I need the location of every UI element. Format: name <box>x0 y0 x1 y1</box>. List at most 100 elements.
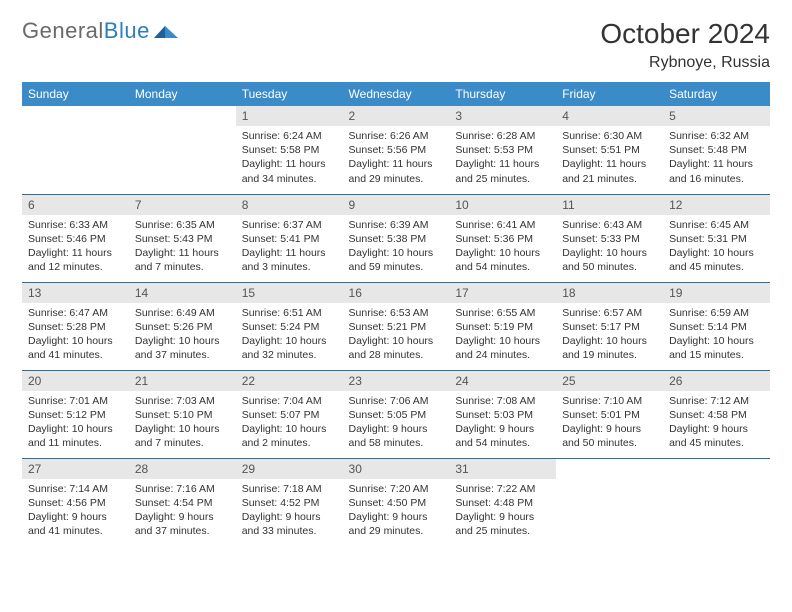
day-body: Sunrise: 6:35 AMSunset: 5:43 PMDaylight:… <box>129 215 236 280</box>
daylight-text-2: and 28 minutes. <box>349 348 444 362</box>
calendar-day-cell: 26Sunrise: 7:12 AMSunset: 4:58 PMDayligh… <box>663 370 770 458</box>
calendar-day-cell: 9Sunrise: 6:39 AMSunset: 5:38 PMDaylight… <box>343 194 450 282</box>
weekday-header: Sunday <box>22 82 129 106</box>
sunset-text: Sunset: 4:48 PM <box>455 496 550 510</box>
title-block: October 2024 Rybnoye, Russia <box>600 18 770 72</box>
sunrise-text: Sunrise: 6:26 AM <box>349 129 444 143</box>
daylight-text-1: Daylight: 10 hours <box>28 422 123 436</box>
daylight-text-1: Daylight: 10 hours <box>455 334 550 348</box>
daylight-text-2: and 33 minutes. <box>242 524 337 538</box>
sunset-text: Sunset: 5:24 PM <box>242 320 337 334</box>
sunrise-text: Sunrise: 6:55 AM <box>455 306 550 320</box>
day-number: 23 <box>343 371 450 391</box>
sunrise-text: Sunrise: 6:30 AM <box>562 129 657 143</box>
day-body: Sunrise: 7:18 AMSunset: 4:52 PMDaylight:… <box>236 479 343 544</box>
sunrise-text: Sunrise: 7:06 AM <box>349 394 444 408</box>
calendar-day-cell: .. <box>129 106 236 194</box>
day-body: Sunrise: 7:10 AMSunset: 5:01 PMDaylight:… <box>556 391 663 456</box>
sunset-text: Sunset: 5:26 PM <box>135 320 230 334</box>
day-number: 26 <box>663 371 770 391</box>
daylight-text-1: Daylight: 9 hours <box>562 422 657 436</box>
day-body: Sunrise: 6:43 AMSunset: 5:33 PMDaylight:… <box>556 215 663 280</box>
sunrise-text: Sunrise: 6:51 AM <box>242 306 337 320</box>
sunset-text: Sunset: 5:43 PM <box>135 232 230 246</box>
sunset-text: Sunset: 5:01 PM <box>562 408 657 422</box>
daylight-text-1: Daylight: 10 hours <box>349 246 444 260</box>
weekday-header: Thursday <box>449 82 556 106</box>
daylight-text-2: and 45 minutes. <box>669 436 764 450</box>
daylight-text-2: and 12 minutes. <box>28 260 123 274</box>
day-number: 2 <box>343 106 450 126</box>
day-body: Sunrise: 6:45 AMSunset: 5:31 PMDaylight:… <box>663 215 770 280</box>
sunrise-text: Sunrise: 6:49 AM <box>135 306 230 320</box>
calendar-week-row: 20Sunrise: 7:01 AMSunset: 5:12 PMDayligh… <box>22 370 770 458</box>
day-number: 1 <box>236 106 343 126</box>
calendar-header-row: SundayMondayTuesdayWednesdayThursdayFrid… <box>22 82 770 106</box>
sunrise-text: Sunrise: 6:47 AM <box>28 306 123 320</box>
daylight-text-1: Daylight: 11 hours <box>562 157 657 171</box>
daylight-text-2: and 50 minutes. <box>562 260 657 274</box>
daylight-text-1: Daylight: 10 hours <box>669 334 764 348</box>
day-number: 18 <box>556 283 663 303</box>
calendar-day-cell: 27Sunrise: 7:14 AMSunset: 4:56 PMDayligh… <box>22 458 129 546</box>
daylight-text-1: Daylight: 9 hours <box>455 510 550 524</box>
daylight-text-1: Daylight: 9 hours <box>349 510 444 524</box>
day-number: 12 <box>663 195 770 215</box>
calendar-week-row: 27Sunrise: 7:14 AMSunset: 4:56 PMDayligh… <box>22 458 770 546</box>
daylight-text-2: and 37 minutes. <box>135 348 230 362</box>
calendar-day-cell: 11Sunrise: 6:43 AMSunset: 5:33 PMDayligh… <box>556 194 663 282</box>
sunrise-text: Sunrise: 7:18 AM <box>242 482 337 496</box>
day-body: Sunrise: 6:57 AMSunset: 5:17 PMDaylight:… <box>556 303 663 368</box>
daylight-text-1: Daylight: 9 hours <box>455 422 550 436</box>
sunrise-text: Sunrise: 7:08 AM <box>455 394 550 408</box>
weekday-header: Monday <box>129 82 236 106</box>
day-number: 31 <box>449 459 556 479</box>
daylight-text-2: and 41 minutes. <box>28 348 123 362</box>
sunrise-text: Sunrise: 6:43 AM <box>562 218 657 232</box>
calendar-table: SundayMondayTuesdayWednesdayThursdayFrid… <box>22 82 770 546</box>
sunrise-text: Sunrise: 7:03 AM <box>135 394 230 408</box>
daylight-text-1: Daylight: 11 hours <box>135 246 230 260</box>
month-title: October 2024 <box>600 18 770 50</box>
day-number: 19 <box>663 283 770 303</box>
day-body: Sunrise: 6:30 AMSunset: 5:51 PMDaylight:… <box>556 126 663 191</box>
day-body: Sunrise: 6:33 AMSunset: 5:46 PMDaylight:… <box>22 215 129 280</box>
calendar-day-cell: 29Sunrise: 7:18 AMSunset: 4:52 PMDayligh… <box>236 458 343 546</box>
sunrise-text: Sunrise: 6:53 AM <box>349 306 444 320</box>
sunrise-text: Sunrise: 7:22 AM <box>455 482 550 496</box>
day-body: Sunrise: 7:14 AMSunset: 4:56 PMDaylight:… <box>22 479 129 544</box>
daylight-text-2: and 37 minutes. <box>135 524 230 538</box>
daylight-text-2: and 11 minutes. <box>28 436 123 450</box>
daylight-text-2: and 29 minutes. <box>349 172 444 186</box>
sunset-text: Sunset: 5:36 PM <box>455 232 550 246</box>
calendar-day-cell: .. <box>663 458 770 546</box>
sunset-text: Sunset: 4:50 PM <box>349 496 444 510</box>
sunrise-text: Sunrise: 6:41 AM <box>455 218 550 232</box>
sunset-text: Sunset: 5:33 PM <box>562 232 657 246</box>
calendar-day-cell: 24Sunrise: 7:08 AMSunset: 5:03 PMDayligh… <box>449 370 556 458</box>
sunrise-text: Sunrise: 6:39 AM <box>349 218 444 232</box>
sunrise-text: Sunrise: 6:45 AM <box>669 218 764 232</box>
daylight-text-2: and 16 minutes. <box>669 172 764 186</box>
day-body: Sunrise: 6:47 AMSunset: 5:28 PMDaylight:… <box>22 303 129 368</box>
weekday-header: Saturday <box>663 82 770 106</box>
day-body: Sunrise: 7:20 AMSunset: 4:50 PMDaylight:… <box>343 479 450 544</box>
sunset-text: Sunset: 5:12 PM <box>28 408 123 422</box>
day-body: Sunrise: 6:32 AMSunset: 5:48 PMDaylight:… <box>663 126 770 191</box>
daylight-text-2: and 29 minutes. <box>349 524 444 538</box>
calendar-day-cell: 30Sunrise: 7:20 AMSunset: 4:50 PMDayligh… <box>343 458 450 546</box>
day-body: Sunrise: 6:49 AMSunset: 5:26 PMDaylight:… <box>129 303 236 368</box>
sunrise-text: Sunrise: 6:32 AM <box>669 129 764 143</box>
calendar-day-cell: 14Sunrise: 6:49 AMSunset: 5:26 PMDayligh… <box>129 282 236 370</box>
day-body: Sunrise: 6:41 AMSunset: 5:36 PMDaylight:… <box>449 215 556 280</box>
day-number: 28 <box>129 459 236 479</box>
daylight-text-2: and 34 minutes. <box>242 172 337 186</box>
sunset-text: Sunset: 5:53 PM <box>455 143 550 157</box>
sunrise-text: Sunrise: 6:37 AM <box>242 218 337 232</box>
sunrise-text: Sunrise: 6:24 AM <box>242 129 337 143</box>
daylight-text-2: and 25 minutes. <box>455 524 550 538</box>
day-number: 9 <box>343 195 450 215</box>
daylight-text-2: and 15 minutes. <box>669 348 764 362</box>
daylight-text-2: and 32 minutes. <box>242 348 337 362</box>
day-body: Sunrise: 7:16 AMSunset: 4:54 PMDaylight:… <box>129 479 236 544</box>
